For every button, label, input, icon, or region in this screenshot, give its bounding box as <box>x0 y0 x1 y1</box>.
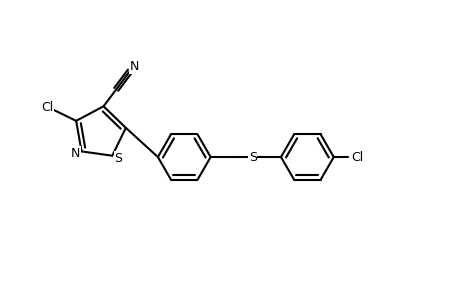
Text: Cl: Cl <box>351 151 363 164</box>
Text: S: S <box>114 152 122 165</box>
Text: N: N <box>70 147 80 160</box>
Text: S: S <box>248 151 256 164</box>
Text: N: N <box>129 60 139 74</box>
Text: Cl: Cl <box>41 101 53 114</box>
